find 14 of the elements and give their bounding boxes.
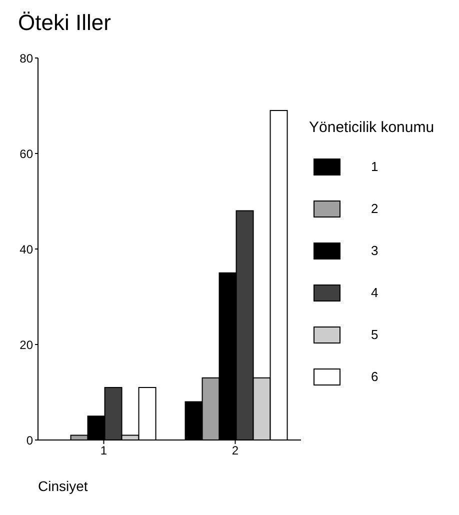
y-tick-label: 0 [26, 433, 34, 448]
chart-title: Öteki Iller [18, 10, 111, 36]
legend-label: 1 [371, 159, 378, 174]
y-tick-label: 60 [20, 146, 34, 161]
legend-label: 5 [371, 327, 378, 342]
legend-label: 2 [371, 201, 378, 216]
y-tick-label: 80 [20, 51, 34, 66]
legend-label: 6 [371, 369, 378, 384]
legend-label: 4 [371, 285, 378, 300]
x-axis-title: Cinsiyet [38, 478, 88, 494]
legend-title: Yöneticilik konumu [309, 118, 436, 136]
y-tick-label: 40 [20, 242, 34, 256]
legend-label: 3 [371, 243, 378, 258]
y-tick-label: 20 [20, 338, 34, 352]
